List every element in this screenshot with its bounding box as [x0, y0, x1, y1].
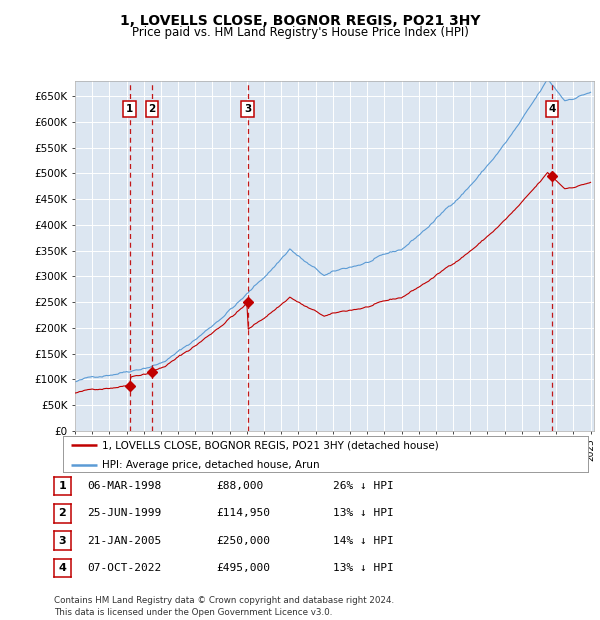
Text: Contains HM Land Registry data © Crown copyright and database right 2024.
This d: Contains HM Land Registry data © Crown c… — [54, 596, 394, 617]
Text: 26% ↓ HPI: 26% ↓ HPI — [333, 481, 394, 491]
Text: 2: 2 — [59, 508, 66, 518]
Text: 1: 1 — [126, 104, 133, 114]
Text: 13% ↓ HPI: 13% ↓ HPI — [333, 563, 394, 573]
Text: 1: 1 — [59, 481, 66, 491]
Text: 25-JUN-1999: 25-JUN-1999 — [87, 508, 161, 518]
Text: 14% ↓ HPI: 14% ↓ HPI — [333, 536, 394, 546]
Text: HPI: Average price, detached house, Arun: HPI: Average price, detached house, Arun — [103, 459, 320, 469]
Text: Price paid vs. HM Land Registry's House Price Index (HPI): Price paid vs. HM Land Registry's House … — [131, 26, 469, 39]
Text: 1, LOVELLS CLOSE, BOGNOR REGIS, PO21 3HY: 1, LOVELLS CLOSE, BOGNOR REGIS, PO21 3HY — [120, 14, 480, 28]
Text: 07-OCT-2022: 07-OCT-2022 — [87, 563, 161, 573]
Text: 4: 4 — [58, 563, 67, 573]
Text: 4: 4 — [548, 104, 556, 114]
Text: £495,000: £495,000 — [216, 563, 270, 573]
Text: 3: 3 — [244, 104, 251, 114]
Text: £114,950: £114,950 — [216, 508, 270, 518]
Text: 13% ↓ HPI: 13% ↓ HPI — [333, 508, 394, 518]
Text: 21-JAN-2005: 21-JAN-2005 — [87, 536, 161, 546]
Text: 3: 3 — [59, 536, 66, 546]
Text: 06-MAR-1998: 06-MAR-1998 — [87, 481, 161, 491]
Text: 2: 2 — [148, 104, 155, 114]
Text: £88,000: £88,000 — [216, 481, 263, 491]
Text: 1, LOVELLS CLOSE, BOGNOR REGIS, PO21 3HY (detached house): 1, LOVELLS CLOSE, BOGNOR REGIS, PO21 3HY… — [103, 440, 439, 451]
Text: £250,000: £250,000 — [216, 536, 270, 546]
